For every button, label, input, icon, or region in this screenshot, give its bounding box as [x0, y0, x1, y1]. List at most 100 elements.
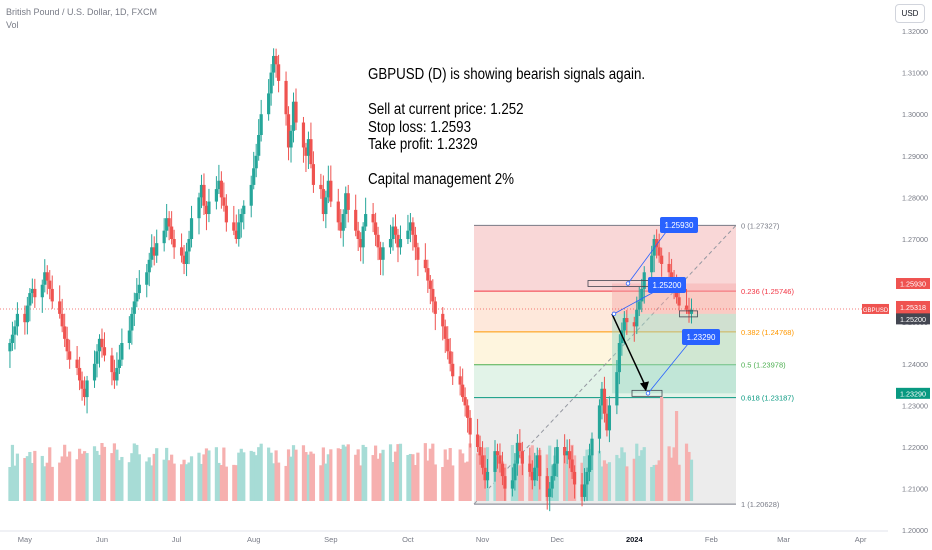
entry-callout-anchor [611, 311, 617, 317]
volume-bar [548, 445, 552, 501]
candle [92, 350, 97, 388]
candle [528, 447, 532, 477]
volume-bar [48, 447, 52, 501]
candle [202, 173, 206, 215]
price-tick-label: 1.22000 [902, 443, 928, 452]
candle-body [359, 239, 363, 248]
candle-body [95, 351, 99, 364]
last-price-text: 1.25318 [900, 303, 926, 312]
volume-bar [222, 447, 226, 501]
candle [150, 234, 154, 268]
volume-bar [356, 449, 360, 501]
candle-body [376, 234, 380, 248]
volume-bar [371, 455, 375, 501]
candle [145, 264, 149, 298]
candle-body [408, 222, 413, 231]
volume-bar [396, 444, 400, 501]
volume-bar [433, 464, 437, 501]
candle-body [257, 135, 261, 156]
annotation-line-5: Capital management 2% [368, 171, 514, 188]
candle [289, 125, 293, 163]
candle-body [632, 322, 636, 327]
candle [219, 171, 223, 209]
candle [463, 387, 467, 417]
volume-bar [321, 447, 325, 501]
time-tick-label: Dec [551, 535, 565, 544]
candle-body [301, 122, 306, 148]
volume-bar [655, 464, 659, 501]
volume-bar [448, 448, 452, 501]
candle [600, 381, 604, 420]
candle [373, 212, 378, 247]
candle-body [321, 189, 325, 215]
candle [503, 467, 507, 501]
volume-bar [152, 453, 156, 501]
candle [354, 194, 358, 237]
volume-bar [23, 458, 27, 501]
candle-body [45, 272, 49, 281]
volume-bar [637, 455, 641, 501]
volume-bar [155, 448, 159, 501]
candle [130, 307, 134, 345]
candle-body [530, 471, 534, 481]
volume-bar [130, 453, 134, 501]
candle [309, 122, 313, 169]
candle [545, 467, 549, 510]
volume-bar [451, 465, 455, 501]
candle-body [478, 447, 482, 456]
candle-body [433, 301, 437, 314]
candle [147, 252, 151, 287]
volume-bar [30, 463, 34, 501]
candle-body [82, 388, 87, 398]
candle [408, 213, 413, 243]
candle-body [381, 247, 385, 260]
candle-body [354, 209, 358, 231]
candle-body [237, 222, 241, 239]
currency-button[interactable]: USD [895, 4, 925, 23]
price-axis[interactable]: 1.200001.210001.220001.230001.240001.250… [888, 0, 932, 550]
candle-body [655, 239, 659, 248]
candle [553, 447, 557, 481]
candle-body [68, 351, 72, 360]
target-box [631, 389, 663, 397]
volume-bar [677, 464, 681, 501]
candle [466, 399, 470, 433]
trade-markers[interactable]: 1.25930 1.25200 1.23290 [587, 217, 720, 397]
time-axis[interactable]: May Jun Jul Aug Sep Oct Nov Dec 2024 Feb Mar Apr [0, 530, 888, 544]
volume-bar [446, 459, 450, 501]
candle [468, 410, 472, 448]
volume-bar [354, 454, 358, 501]
volume-bar [535, 465, 539, 501]
volume-bar [378, 453, 383, 501]
candle [167, 211, 171, 241]
candle-body [92, 363, 97, 381]
volume-bar [650, 466, 654, 501]
candle-body [197, 197, 201, 219]
candle-body [182, 255, 186, 264]
candle [184, 242, 189, 277]
candle-body [232, 222, 236, 231]
volume-bar [75, 459, 79, 501]
time-tick-label: Feb [705, 535, 718, 544]
candle-body [413, 234, 417, 248]
candle [284, 71, 288, 126]
candle [13, 320, 17, 350]
volume-bar [172, 463, 176, 501]
volume-bar [25, 456, 29, 501]
candle-body [25, 305, 29, 323]
candle [10, 321, 15, 351]
candle [632, 316, 636, 342]
candle [344, 186, 348, 229]
candle [237, 209, 241, 247]
candle-body [587, 455, 592, 472]
candle-body [548, 488, 552, 497]
candle-body [202, 184, 206, 206]
volume-bar [674, 411, 679, 501]
candle-body [324, 197, 328, 215]
volume-bar [398, 443, 403, 501]
price-badge-text: 1.23290 [900, 389, 926, 398]
volume-bar [289, 456, 293, 501]
candle-body [239, 214, 243, 223]
candle [306, 131, 311, 170]
